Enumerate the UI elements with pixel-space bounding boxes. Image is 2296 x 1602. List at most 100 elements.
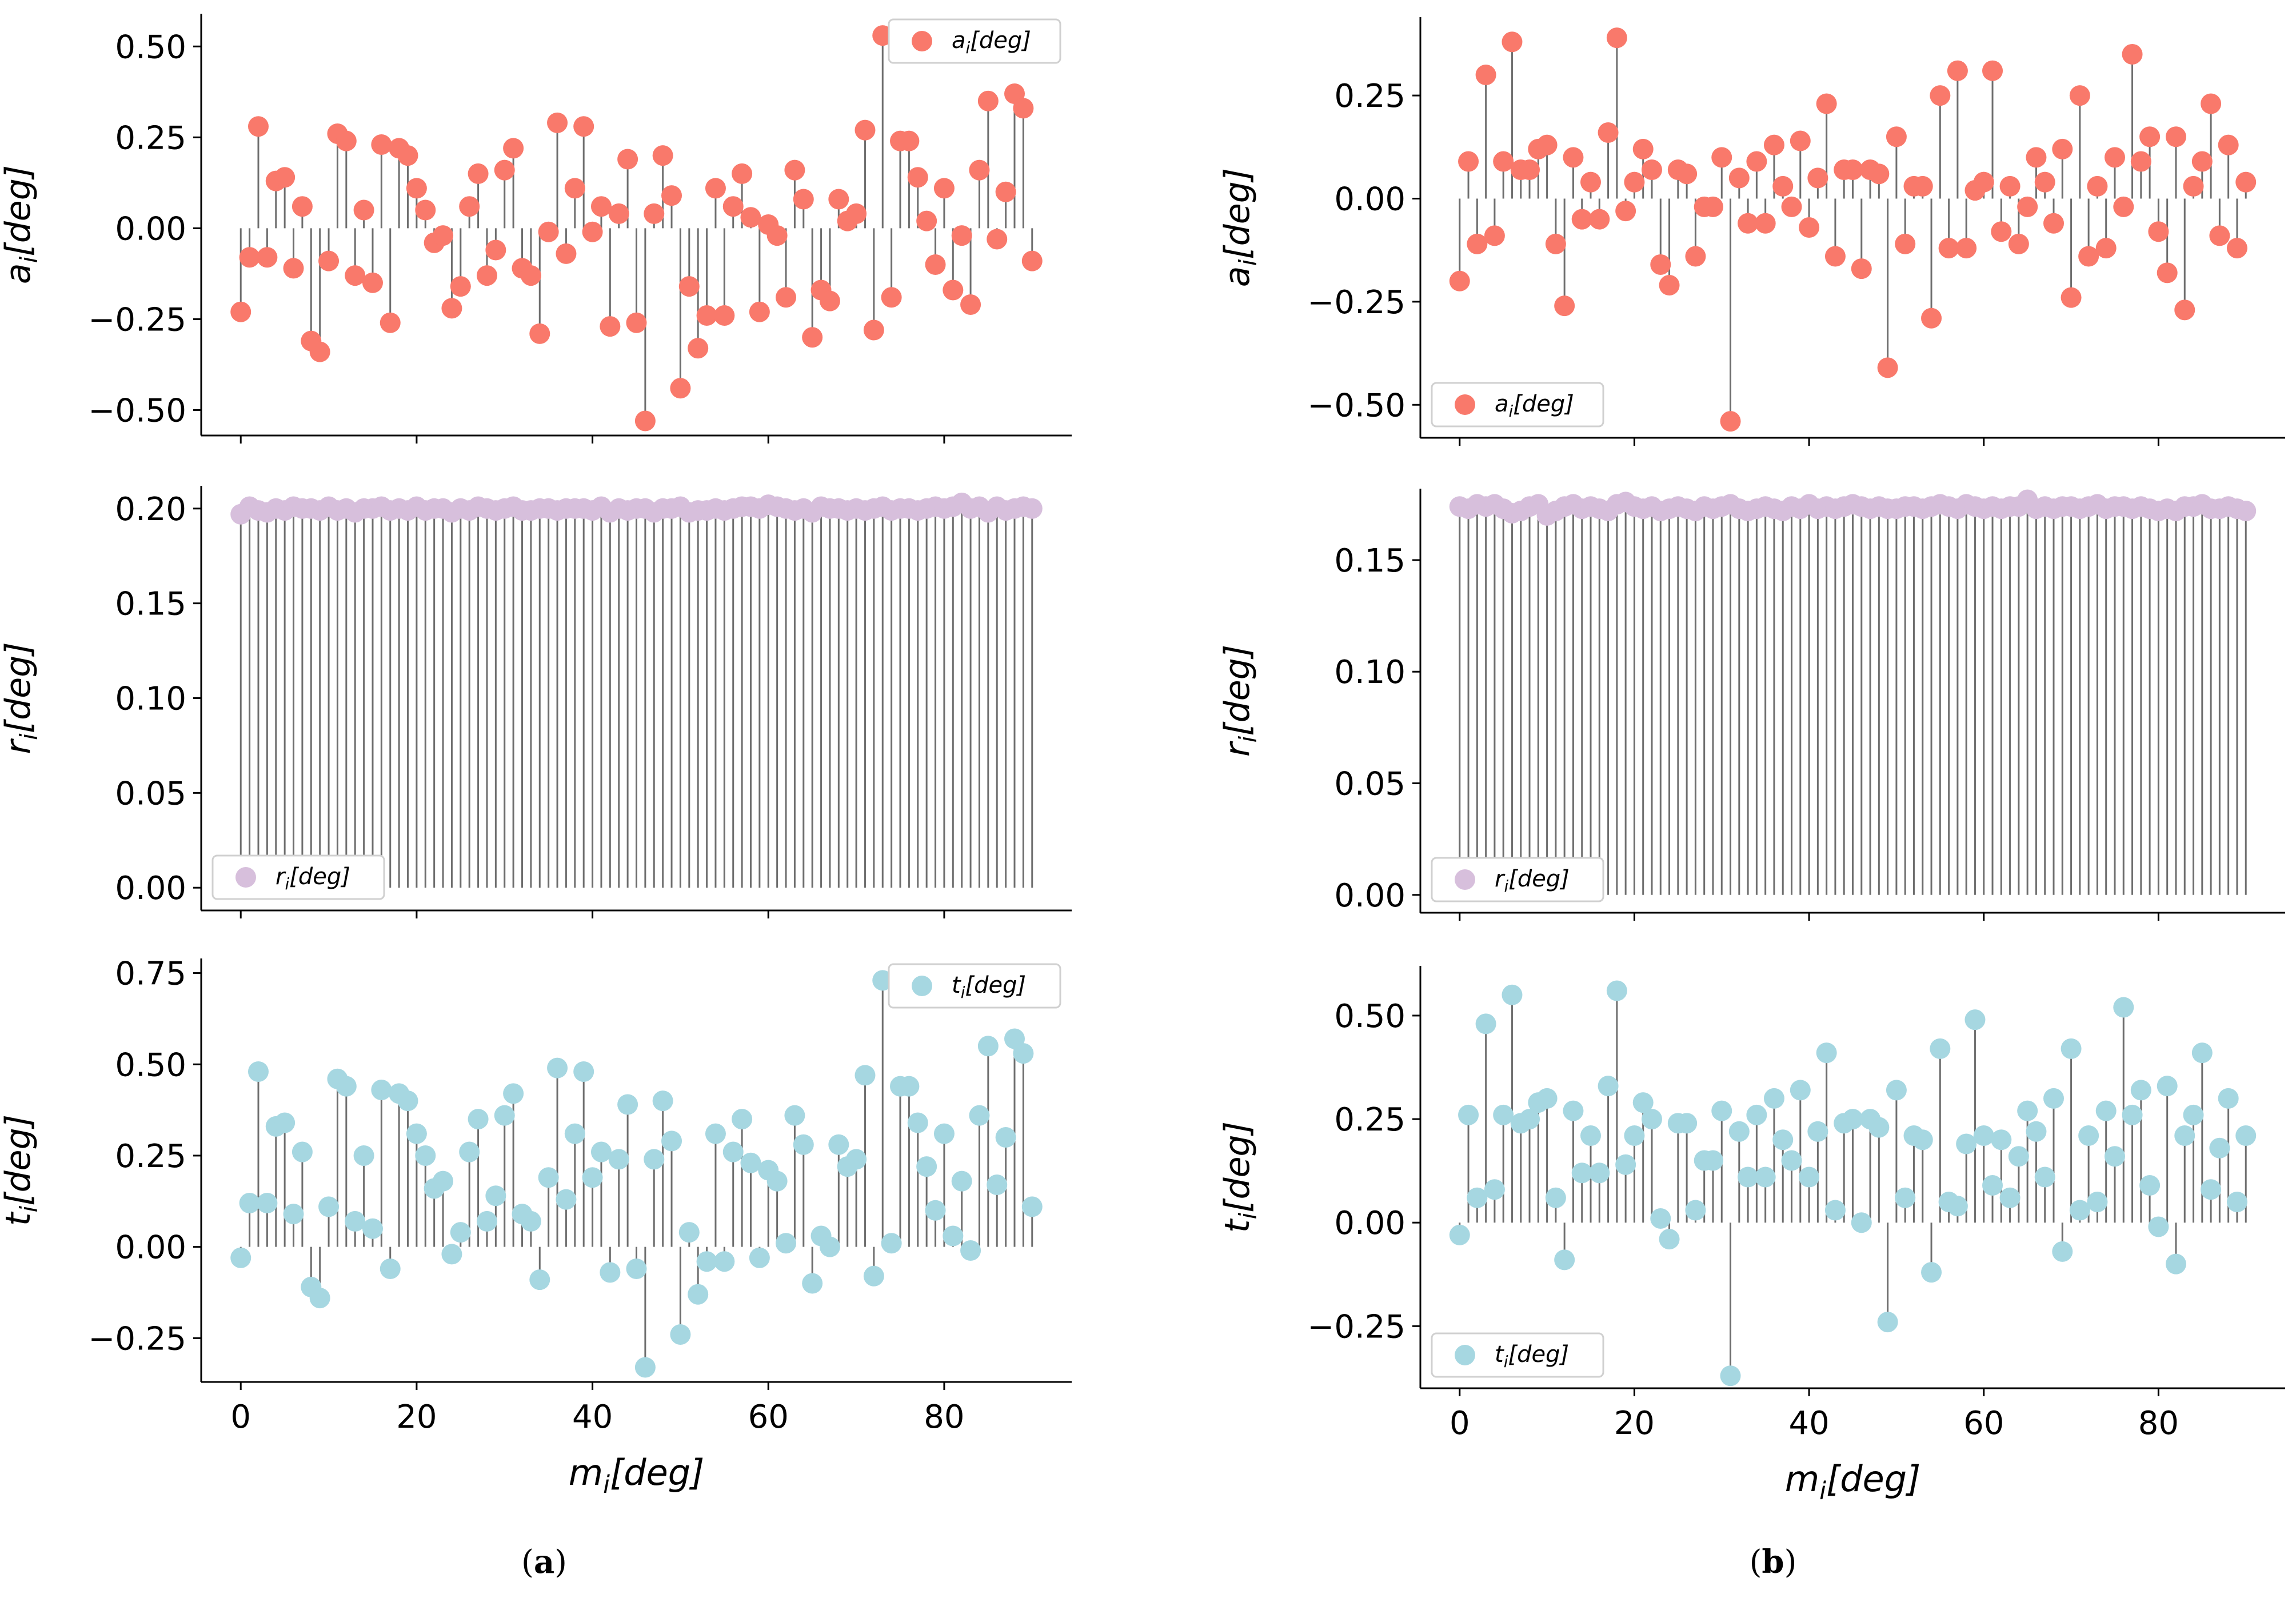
data-point — [793, 189, 814, 210]
legend: ai[deg] — [888, 18, 1061, 64]
data-point — [1746, 151, 1767, 172]
data-point — [371, 134, 392, 155]
data-point — [309, 1288, 330, 1309]
data-point — [784, 1105, 805, 1126]
x-tick-label: 60 — [748, 1399, 789, 1436]
data-point — [714, 1251, 735, 1272]
data-point — [485, 1185, 506, 1207]
legend-marker — [1455, 869, 1475, 890]
data-point — [283, 1204, 304, 1225]
data-point — [2157, 262, 2178, 283]
data-point — [2226, 238, 2247, 259]
data-point — [1711, 1100, 1732, 1121]
data-point — [247, 116, 269, 137]
data-point — [1807, 167, 1828, 189]
data-point — [2043, 1088, 2065, 1109]
data-point — [1999, 175, 2021, 197]
data-point — [1571, 1162, 1592, 1184]
data-point — [529, 323, 550, 344]
data-point — [960, 1240, 981, 1261]
y-tick-label: 0.20 — [115, 491, 186, 528]
data-point — [688, 338, 709, 359]
y-tick-label: 0.25 — [1334, 1101, 1405, 1138]
data-point — [1851, 258, 1872, 279]
data-point — [2183, 1104, 2204, 1125]
data-point — [1746, 1104, 1767, 1125]
data-point — [2157, 1076, 2178, 1097]
data-point — [2165, 1253, 2186, 1275]
data-point — [872, 25, 893, 46]
data-point — [899, 130, 920, 151]
data-point — [1921, 307, 1942, 329]
data-point — [916, 1156, 937, 1177]
y-tick-label: 0.50 — [1334, 998, 1405, 1035]
legend-label: ri[deg] — [275, 864, 350, 893]
data-point — [2078, 1125, 2099, 1146]
data-point — [722, 196, 744, 217]
data-point — [1842, 159, 1863, 180]
data-point — [450, 1222, 471, 1243]
data-point — [1458, 151, 1479, 172]
data-point — [2130, 1080, 2151, 1101]
data-point — [1999, 1187, 2021, 1208]
data-point — [1868, 163, 1890, 185]
data-point — [678, 276, 700, 297]
y-tick-label: 0.50 — [115, 1046, 186, 1084]
data-point — [969, 1105, 990, 1126]
caption-b-letter: b — [1762, 1543, 1784, 1581]
data-point — [1536, 1088, 1558, 1109]
y-tick-label: 0.00 — [1334, 877, 1405, 914]
data-point — [2008, 1146, 2029, 1167]
data-point — [933, 178, 955, 199]
data-point — [1475, 1013, 1496, 1034]
data-point — [1589, 209, 1610, 230]
data-point — [1624, 1125, 1645, 1146]
legend: ri[deg] — [211, 854, 385, 900]
data-point — [1013, 98, 1034, 119]
data-point — [1449, 270, 1470, 291]
data-point — [2069, 85, 2090, 106]
data-point — [1947, 60, 1968, 81]
data-point — [863, 319, 884, 341]
chart-panel-b-3: −0.25 0.00 0.25 0.50 0 20 40 60 80 ti[deg] mi[deg]… — [1217, 966, 2285, 1505]
data-point — [714, 305, 735, 326]
data-point — [600, 316, 621, 337]
x-tick-label: 40 — [1788, 1405, 1829, 1442]
chart-panel-a-2: 0.00 0.05 0.10 0.15 0.20 ri[deg] ri[deg] — [0, 486, 1072, 918]
data-point — [2034, 171, 2055, 193]
data-point — [415, 199, 436, 221]
data-point — [318, 250, 340, 271]
data-point — [652, 145, 673, 166]
data-point — [969, 159, 990, 181]
data-point — [1947, 1196, 1968, 1217]
data-point — [960, 294, 981, 315]
data-point — [441, 298, 462, 319]
y-tick-label: 0.00 — [115, 210, 186, 247]
data-point — [626, 312, 647, 333]
data-point — [828, 1134, 849, 1155]
y-axis-label: ri[deg] — [1217, 645, 1262, 757]
data-point — [1659, 1229, 1680, 1250]
data-point — [1790, 130, 1811, 151]
data-point — [634, 1357, 656, 1378]
data-point — [485, 239, 506, 261]
data-point — [916, 210, 937, 231]
data-point — [925, 1200, 946, 1221]
data-point — [2174, 299, 2195, 321]
data-point — [1493, 151, 1514, 172]
y-tick-label: 0.15 — [115, 586, 186, 623]
legend-box — [888, 963, 1061, 1009]
x-tick-label: 20 — [1614, 1405, 1655, 1442]
data-point — [2191, 151, 2213, 172]
data-point — [1991, 1129, 2012, 1150]
data-point — [538, 1167, 559, 1188]
data-point — [564, 178, 585, 199]
data-point — [345, 1211, 366, 1232]
data-point — [828, 189, 849, 210]
data-point — [608, 203, 629, 224]
data-point — [1738, 213, 1759, 234]
data-point — [854, 1065, 876, 1086]
data-point — [1790, 1080, 1811, 1101]
data-point — [1606, 27, 1627, 49]
legend-label: ti[deg] — [1495, 1341, 1569, 1371]
